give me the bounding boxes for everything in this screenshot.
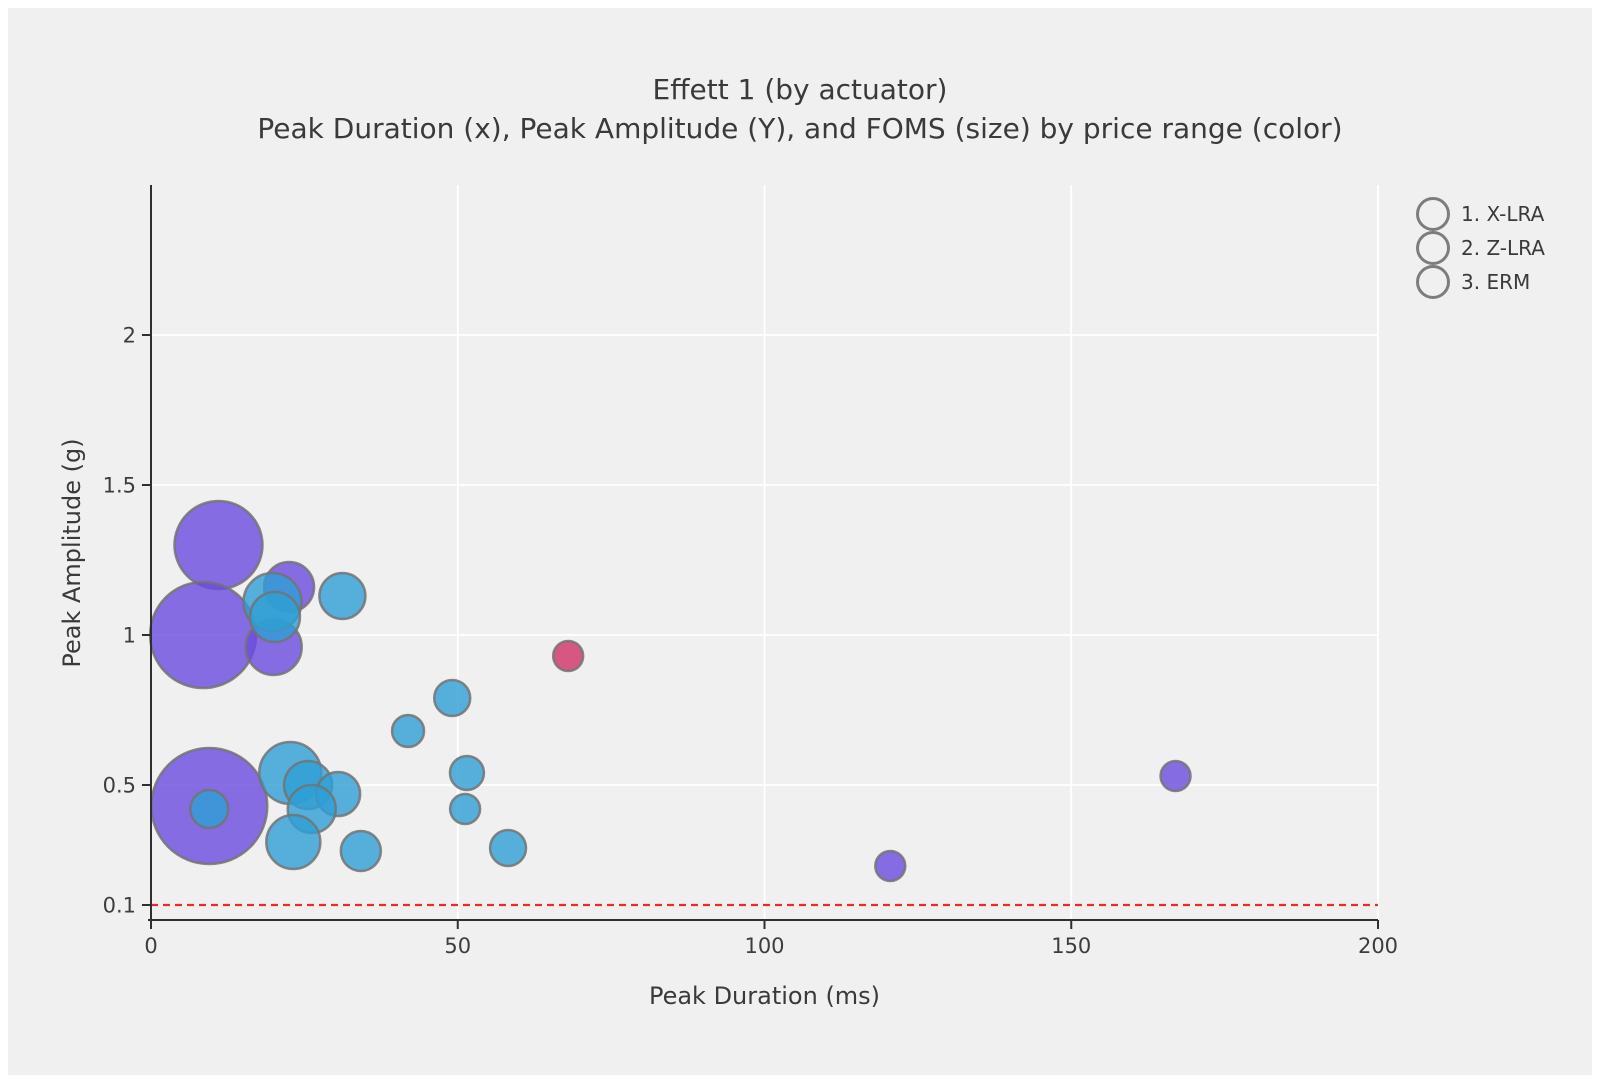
bubble (173, 499, 264, 591)
x-tick-label: 0 (144, 934, 157, 958)
legend-swatch-x-lra (1416, 197, 1450, 231)
legend-item-z-lra: 2. Z-LRA (1416, 231, 1545, 265)
legend-label-erm: 3. ERM (1461, 270, 1531, 294)
x-axis-label: Peak Duration (ms) (648, 982, 881, 1010)
title-block: Effett 1 (by actuator) Peak Duration (x)… (0, 70, 1600, 148)
y-tick-label: 1 (123, 624, 136, 648)
legend-label-x-lra: 1. X-LRA (1461, 202, 1545, 226)
y-tick-label: 0.1 (103, 894, 136, 918)
legend: 1. X-LRA 2. Z-LRA 3. ERM (1416, 197, 1545, 299)
bubble (551, 639, 585, 673)
y-axis-label: Peak Amplitude (g) (58, 438, 86, 668)
bubble (432, 678, 472, 718)
bubble (318, 571, 367, 621)
bubble (448, 792, 482, 826)
x-tick-label: 150 (1051, 934, 1091, 958)
bubble (1159, 759, 1192, 793)
legend-label-z-lra: 2. Z-LRA (1461, 236, 1545, 260)
legend-item-erm: 3. ERM (1416, 265, 1545, 299)
bubble (189, 788, 230, 830)
bubble (339, 829, 383, 873)
bubble (448, 754, 486, 792)
bubble (265, 813, 322, 871)
y-tick-label: 0.5 (103, 774, 136, 798)
chart-subtitle: Peak Duration (x), Peak Amplitude (Y), a… (257, 112, 1343, 145)
chart-canvas (8, 8, 1592, 1075)
bubble (874, 849, 907, 883)
y-tick-label: 1.5 (103, 474, 136, 498)
x-tick-label: 100 (744, 934, 784, 958)
legend-swatch-z-lra (1416, 231, 1450, 265)
bubble (148, 580, 258, 690)
x-tick-label: 200 (1358, 934, 1398, 958)
bubble (488, 828, 528, 868)
bubble (390, 713, 426, 749)
legend-swatch-erm (1416, 265, 1450, 299)
y-tick-label: 2 (123, 324, 136, 348)
legend-item-x-lra: 1. X-LRA (1416, 197, 1545, 231)
chart-title: Effett 1 (by actuator) (652, 73, 948, 106)
x-tick-label: 50 (444, 934, 471, 958)
bubble (248, 590, 302, 644)
